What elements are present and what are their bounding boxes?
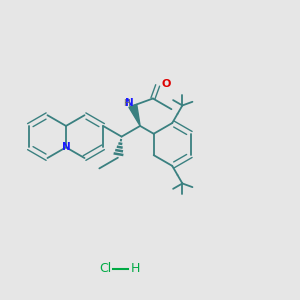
Text: N: N	[61, 142, 70, 152]
Text: H: H	[131, 262, 140, 275]
Text: N: N	[124, 98, 134, 108]
Text: Cl: Cl	[99, 262, 111, 275]
Text: H: H	[123, 99, 130, 108]
Polygon shape	[129, 104, 140, 126]
Text: O: O	[162, 79, 171, 89]
